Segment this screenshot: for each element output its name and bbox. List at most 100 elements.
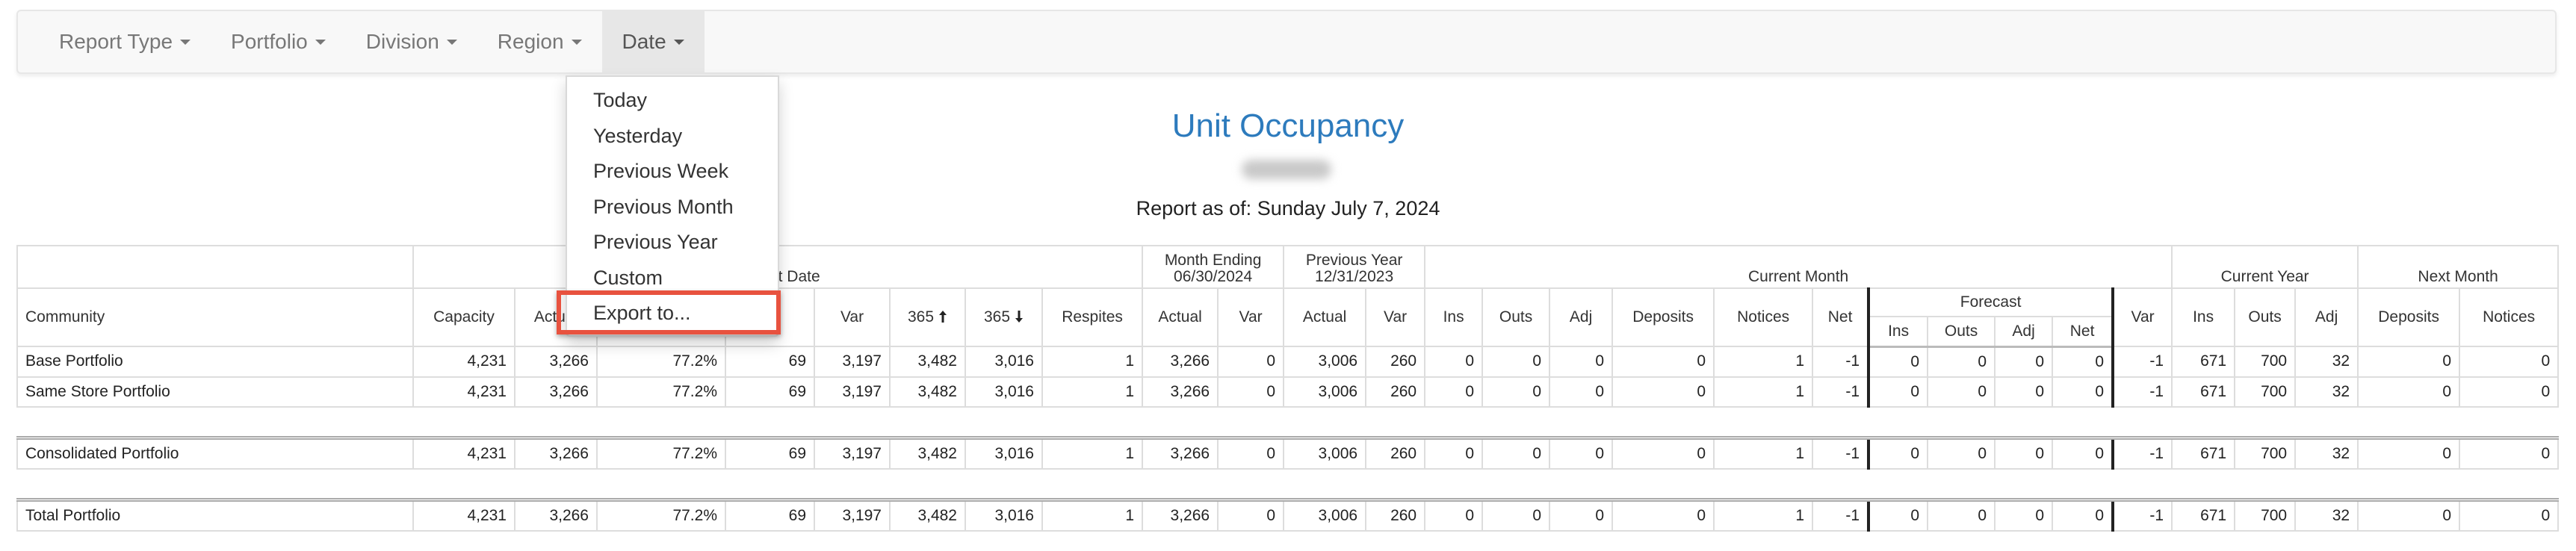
cell: 700 xyxy=(2234,435,2297,470)
cell: 3,266 xyxy=(1142,497,1219,532)
cell: 4,231 xyxy=(412,346,515,378)
menu-item[interactable]: Previous Month xyxy=(593,195,734,218)
division-dropdown[interactable]: Division xyxy=(346,11,477,72)
column-header: Deposits xyxy=(1611,287,1715,347)
column-header: Net xyxy=(1812,287,1870,347)
cell: 0 xyxy=(2052,497,2114,532)
cell: 3,482 xyxy=(889,376,966,408)
menu-item[interactable]: Previous Week xyxy=(593,160,729,182)
cell: 3,482 xyxy=(889,435,966,470)
group-header: Forecast xyxy=(1867,287,2114,317)
cell: 77.2% xyxy=(596,346,726,378)
cell: 4,231 xyxy=(412,497,515,532)
cell: 0 xyxy=(1994,346,2054,378)
group-header: Current Year xyxy=(2171,245,2359,289)
cell: 32 xyxy=(2294,435,2359,470)
column-header: Var xyxy=(1217,287,1285,347)
menu-item[interactable]: Previous Year xyxy=(593,231,718,253)
date-menu: Today Yesterday Previous Week Previous Mont… xyxy=(557,75,781,337)
cell: 0 xyxy=(1867,435,1929,470)
cell: 69 xyxy=(725,376,815,408)
cell: 69 xyxy=(725,497,815,532)
cell: 0 xyxy=(2459,376,2560,408)
menu-item[interactable]: Custom xyxy=(593,266,663,289)
column-header[interactable]: 365 xyxy=(889,287,966,347)
group-header: Next Month xyxy=(2357,245,2560,289)
column-header: Outs xyxy=(2234,287,2297,347)
cell: 3,266 xyxy=(514,346,598,378)
row-label: Consolidated Portfolio xyxy=(16,435,414,470)
label: 365 xyxy=(983,308,1011,326)
cell: 671 xyxy=(2171,497,2236,532)
caret xyxy=(673,39,684,45)
cell: 0 xyxy=(1424,435,1484,470)
label: 365 xyxy=(907,308,935,326)
cell: 0 xyxy=(2459,346,2560,378)
region-dropdown[interactable]: Region xyxy=(477,11,602,72)
cell: 0 xyxy=(1481,497,1551,532)
cell: 3,197 xyxy=(814,497,891,532)
cell: 0 xyxy=(1481,435,1551,470)
cell: 671 xyxy=(2171,376,2236,408)
cell: -1 xyxy=(2111,497,2173,532)
cell: 0 xyxy=(1217,346,1285,378)
cell: 3,266 xyxy=(1142,376,1219,408)
caret xyxy=(315,39,326,45)
data-row: Total Portfolio 4,231 3,266 77.2% 69 3,197 3,4… xyxy=(16,497,2560,532)
group-label: Previous Year xyxy=(1305,252,1403,269)
cell: 0 xyxy=(1217,497,1285,532)
column-header: Capacity xyxy=(412,287,515,347)
cell: 32 xyxy=(2294,497,2359,532)
cell: -1 xyxy=(1812,346,1870,378)
cell: 3,006 xyxy=(1283,497,1367,532)
column-header: Var xyxy=(2111,287,2173,347)
cell: 3,016 xyxy=(965,376,1043,408)
cell: 0 xyxy=(1927,346,1996,378)
cell: 0 xyxy=(1927,435,1996,470)
column-header: Actual xyxy=(1283,287,1367,347)
column-header: Adj xyxy=(1994,316,2054,348)
report-type-dropdown[interactable]: Report Type xyxy=(39,11,211,72)
caret xyxy=(446,39,457,45)
cell: 0 xyxy=(1611,376,1715,408)
date-dropdown[interactable]: Date xyxy=(601,11,705,72)
cell: 77.2% xyxy=(596,497,726,532)
column-header: Ins xyxy=(2171,287,2236,347)
report-date: Report as of: Sunday July 7, 2024 xyxy=(1136,197,1440,220)
cell: 0 xyxy=(1611,435,1715,470)
filter-bar: Report Type Portfolio Division Region Da… xyxy=(16,10,2557,74)
spacer-cell xyxy=(17,405,2559,438)
table-body: Base Portfolio 4,231 3,266 77.2% 69 3,197 3,48… xyxy=(16,346,2560,532)
column-header[interactable]: 365 xyxy=(965,287,1043,347)
redacted-subtitle xyxy=(1242,160,1331,179)
data-row: Same Store Portfolio 4,231 3,266 77.2% 69 3,1… xyxy=(16,376,2560,408)
group-header: Previous Year 12/31/2023 xyxy=(1283,245,1426,289)
cell: 3,266 xyxy=(514,435,598,470)
cell: -1 xyxy=(2111,346,2173,378)
spacer-cell xyxy=(17,467,2559,500)
group-date: 06/30/2024 xyxy=(1174,268,1253,285)
portfolio-dropdown[interactable]: Portfolio xyxy=(211,11,346,72)
column-header: Adj xyxy=(1549,287,1614,347)
menu-item[interactable]: Today xyxy=(593,89,648,111)
group-label: Current Year xyxy=(2220,268,2309,285)
cell: 0 xyxy=(1867,346,1929,378)
cell: 77.2% xyxy=(596,435,726,470)
cell: 0 xyxy=(2357,435,2461,470)
cell: 3,197 xyxy=(814,376,891,408)
column-header: Notices xyxy=(2459,287,2560,347)
menu-item[interactable]: Export to... xyxy=(557,290,781,334)
column-header: Deposits xyxy=(2357,287,2461,347)
menu-item[interactable]: Yesterday xyxy=(593,124,683,147)
cell: 0 xyxy=(1549,435,1614,470)
cell: 3,266 xyxy=(514,376,598,408)
cell: 0 xyxy=(1611,497,1715,532)
label: Portfolio xyxy=(231,30,308,53)
caret xyxy=(180,39,191,45)
cell: 0 xyxy=(1867,497,1929,532)
cell: 0 xyxy=(1994,497,2054,532)
cell: 3,016 xyxy=(965,346,1043,378)
cell: 0 xyxy=(2052,376,2114,408)
cell: 0 xyxy=(1217,435,1285,470)
